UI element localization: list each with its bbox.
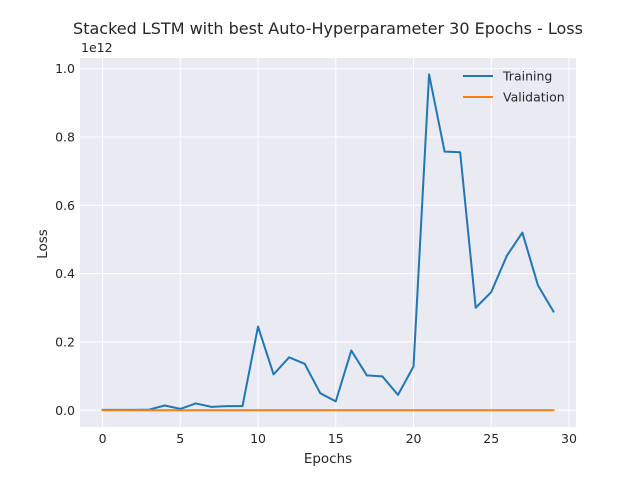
y-tick-label: 0.0 [55, 403, 75, 418]
plot-area-background [80, 58, 576, 427]
x-tick-label: 0 [99, 431, 107, 446]
y-tick-label: 0.6 [55, 198, 75, 213]
x-tick-label: 20 [406, 431, 422, 446]
x-axis-label: Epochs [304, 451, 352, 467]
chart-title: Stacked LSTM with best Auto-Hyperparamet… [73, 19, 583, 38]
y-axis-label: Loss [35, 229, 51, 259]
y-tick-label: 0.8 [55, 129, 75, 144]
legend-label-training: Training [502, 69, 552, 84]
y-tick-label: 1.0 [55, 61, 75, 76]
x-tick-label: 15 [328, 431, 344, 446]
y-tick-label: 0.2 [55, 334, 75, 349]
y-tick-label: 0.4 [55, 266, 75, 281]
x-tick-label: 10 [250, 431, 266, 446]
x-tick-label: 25 [483, 431, 499, 446]
y-axis-offset-label: 1e12 [81, 40, 113, 55]
x-tick-label: 5 [176, 431, 184, 446]
legend-label-validation: Validation [503, 90, 565, 105]
x-tick-label: 30 [561, 431, 577, 446]
